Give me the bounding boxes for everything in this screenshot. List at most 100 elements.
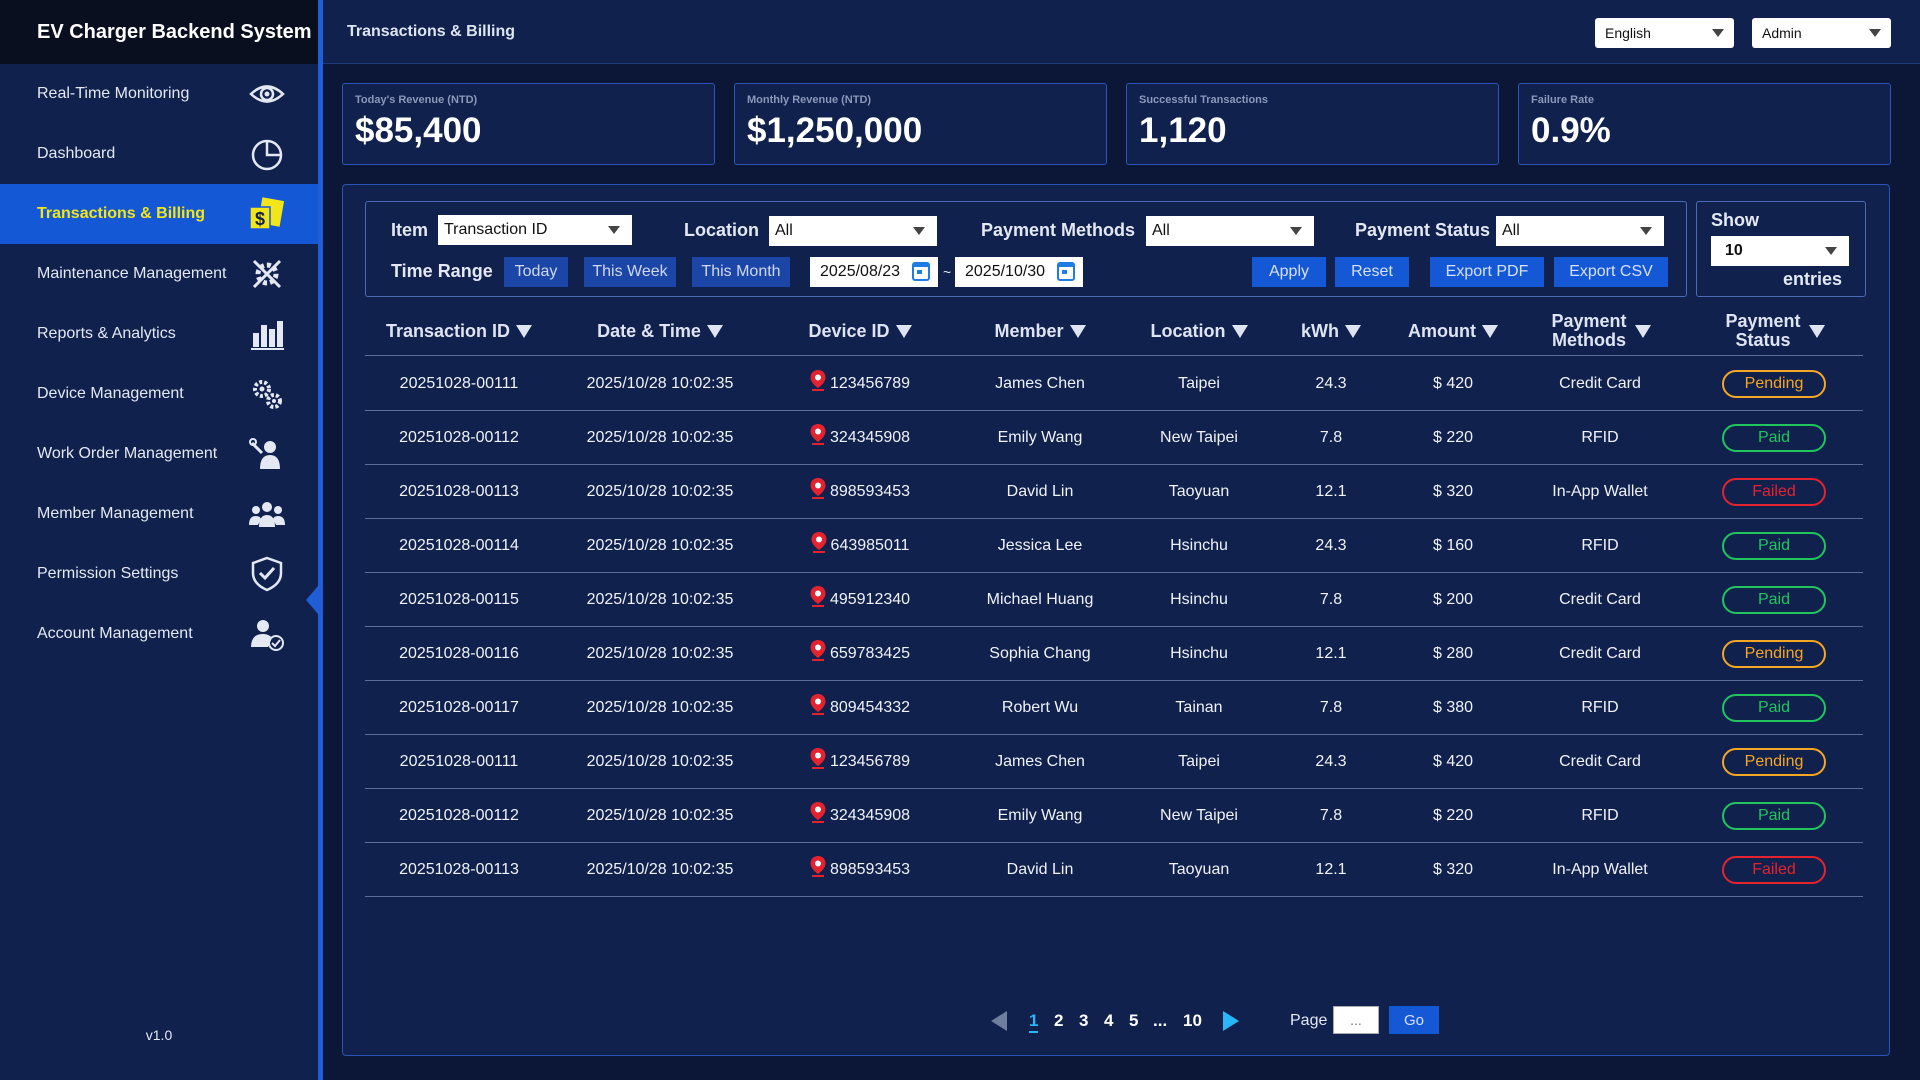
sort-down-icon[interactable] (895, 324, 912, 338)
stat-card-failure-rate: Failure Rate 0.9% (1518, 83, 1891, 165)
device-id-text: 324345908 (829, 806, 911, 824)
sort-down-icon[interactable] (516, 324, 533, 338)
column-header-kwh[interactable]: kWh (1271, 307, 1391, 355)
this-month-button[interactable]: This Month (692, 257, 790, 287)
today-button[interactable]: Today (504, 257, 568, 287)
transaction-id-cell: 20251028-00112 (399, 428, 519, 446)
kwh-cell: 7.8 (1319, 428, 1343, 446)
column-header-device-id[interactable]: Device ID (767, 307, 953, 355)
stat-label: Successful Transactions (1139, 94, 1268, 106)
table-row[interactable]: 20251028-00115 2025/10/28 10:02:35 4959123… (365, 573, 1863, 627)
payment-method-cell: RFID (1581, 428, 1619, 446)
export-csv-button[interactable]: Export CSV (1554, 257, 1668, 287)
sidebar-item-label: Permission Settings (37, 565, 179, 582)
sort-down-icon[interactable] (1481, 324, 1498, 338)
page-link-3[interactable]: 3 (1079, 1011, 1089, 1030)
location-pin-icon (810, 478, 826, 505)
sidebar-item-maintenance-management[interactable]: Maintenance Management (0, 244, 318, 304)
apply-button[interactable]: Apply (1252, 257, 1326, 287)
sidebar-collapse-handle[interactable] (306, 586, 318, 614)
stat-label: Today's Revenue (NTD) (355, 94, 478, 106)
chevron-down-icon (1869, 29, 1881, 37)
app-version: v1.0 (145, 1027, 173, 1043)
column-header-transaction-id[interactable]: Transaction ID (365, 307, 553, 355)
device-id-cell: 809454332 (767, 681, 953, 734)
this-week-button[interactable]: This Week (584, 257, 676, 287)
stat-card-monthly-revenue: Monthly Revenue (NTD) $1,250,000 (734, 83, 1107, 165)
sort-down-icon[interactable] (1345, 324, 1361, 338)
sidebar-item-permission-settings[interactable]: Permission Settings (0, 544, 318, 604)
sort-down-icon[interactable] (1069, 324, 1086, 338)
page-link-4[interactable]: 4 (1104, 1011, 1114, 1030)
location-pin-icon (811, 532, 827, 559)
language-select[interactable]: English (1595, 18, 1734, 48)
location-cell: Hsinchu (1170, 536, 1228, 554)
worker-icon (248, 435, 286, 473)
role-select[interactable]: Admin (1752, 18, 1891, 48)
column-header-member[interactable]: Member (953, 307, 1127, 355)
column-header-payment-status[interactable]: Payment Status (1685, 307, 1863, 355)
sidebar-item-work-order-management[interactable]: Work Order Management (0, 424, 318, 484)
sidebar-item-device-management[interactable]: Device Management (0, 364, 318, 424)
sidebar-item-account-management[interactable]: Account Management (0, 604, 318, 664)
location-filter-select[interactable]: All (769, 216, 937, 246)
page-link-10[interactable]: 10 (1183, 1011, 1202, 1030)
table-row[interactable]: 20251028-00112 2025/10/28 10:02:35 3243459… (365, 789, 1863, 843)
page-jump-input[interactable] (1333, 1006, 1379, 1034)
stat-label: Failure Rate (1531, 94, 1594, 106)
sort-down-icon[interactable] (1231, 324, 1248, 338)
reset-button[interactable]: Reset (1335, 257, 1409, 287)
table-row[interactable]: 20251028-00111 2025/10/28 10:02:35 1234567… (365, 357, 1863, 411)
location-cell: Hsinchu (1170, 590, 1228, 608)
sort-down-icon[interactable] (1635, 324, 1651, 338)
column-header-location[interactable]: Location (1127, 307, 1271, 355)
payment-methods-filter-select[interactable]: All (1146, 216, 1314, 246)
payment-status-cell: Pending (1685, 357, 1863, 410)
table-row[interactable]: 20251028-00111 2025/10/28 10:02:35 1234567… (365, 735, 1863, 789)
sidebar-item-label: Maintenance Management (37, 265, 227, 282)
sidebar-item-member-management[interactable]: Member Management (0, 484, 318, 544)
payment-method-cell: RFID (1581, 536, 1619, 554)
date-from-input[interactable]: 2025/08/23 (810, 257, 938, 287)
column-header-date-time[interactable]: Date & Time (553, 307, 767, 355)
page-link-1[interactable]: 1 (1029, 1011, 1039, 1033)
sidebar-item-dashboard[interactable]: Dashboard (0, 124, 318, 184)
device-id-cell: 123456789 (767, 735, 953, 788)
date-time-cell: 2025/10/28 10:02:35 (586, 374, 734, 392)
date-to-input[interactable]: 2025/10/30 (955, 257, 1083, 287)
sort-down-icon[interactable] (1809, 324, 1825, 338)
sort-down-icon[interactable] (706, 324, 723, 338)
column-header-label: Device ID (808, 320, 890, 341)
column-header-payment-methods[interactable]: Payment Methods (1515, 307, 1685, 355)
kwh-cell: 24.3 (1315, 536, 1347, 554)
stat-card-successful-transactions: Successful Transactions 1,120 (1126, 83, 1499, 165)
kwh-cell: 24.3 (1315, 374, 1347, 392)
table-row[interactable]: 20251028-00117 2025/10/28 10:02:35 8094543… (365, 681, 1863, 735)
export-pdf-button[interactable]: Export PDF (1430, 257, 1544, 287)
users-icon (248, 495, 286, 533)
table-row[interactable]: 20251028-00114 2025/10/28 10:02:35 6439850… (365, 519, 1863, 573)
item-filter-select[interactable]: Transaction ID (438, 215, 632, 245)
page-size-select[interactable]: 10 (1711, 236, 1849, 266)
column-header-amount[interactable]: Amount (1391, 307, 1515, 355)
page-jump-label: Page (1290, 1012, 1328, 1029)
payment-status-filter-select[interactable]: All (1496, 216, 1664, 246)
member-cell: Jessica Lee (997, 536, 1083, 554)
table-row[interactable]: 20251028-00116 2025/10/28 10:02:35 6597834… (365, 627, 1863, 681)
filter-bar: Item Transaction ID Location All Payment… (365, 201, 1687, 297)
table-row[interactable]: 20251028-00113 2025/10/28 10:02:35 8985934… (365, 465, 1863, 519)
table-row[interactable]: 20251028-00113 2025/10/28 10:02:35 8985934… (365, 843, 1863, 897)
page-link-5[interactable]: 5 (1129, 1011, 1139, 1030)
sidebar-item-real-time-monitoring[interactable]: Real-Time Monitoring (0, 64, 318, 124)
date-time-cell: 2025/10/28 10:02:35 (586, 860, 734, 878)
sidebar-item-reports-analytics[interactable]: Reports & Analytics (0, 304, 318, 364)
sidebar-item-transactions-billing[interactable]: Transactions & Billing $ (0, 184, 318, 244)
table-row[interactable]: 20251028-00112 2025/10/28 10:02:35 3243459… (365, 411, 1863, 465)
status-badge: Pending (1722, 639, 1826, 668)
prev-page-icon[interactable] (991, 1011, 1007, 1031)
page-link-2[interactable]: 2 (1054, 1011, 1064, 1030)
next-page-icon[interactable] (1223, 1011, 1239, 1031)
page-go-button[interactable]: Go (1389, 1006, 1439, 1034)
calendar-icon[interactable] (912, 262, 930, 281)
calendar-icon[interactable] (1057, 262, 1075, 281)
